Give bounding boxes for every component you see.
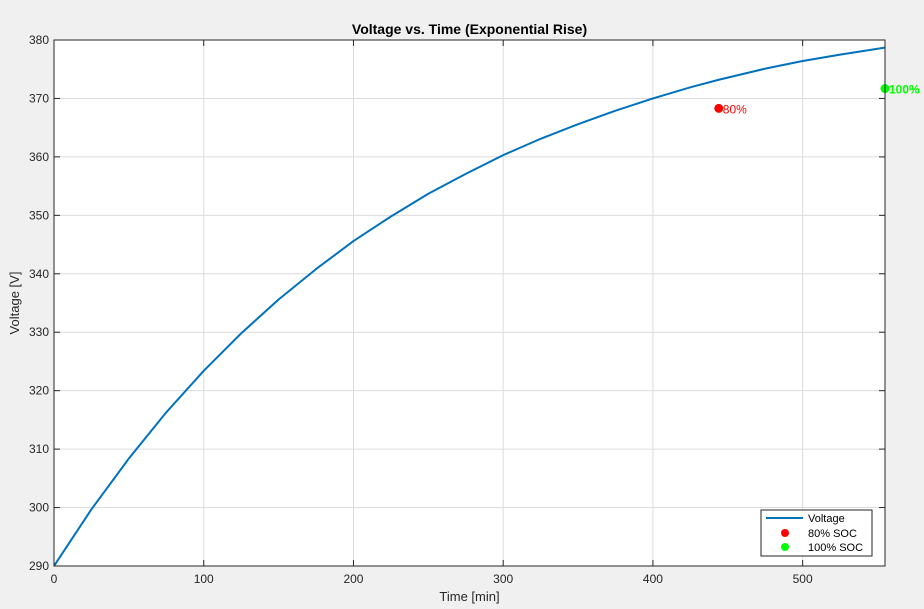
legend-voltage-label: Voltage <box>808 513 845 525</box>
x-tick-label: 300 <box>493 572 513 586</box>
x-tick-label: 0 <box>51 572 58 586</box>
y-tick-label: 290 <box>29 559 49 573</box>
y-axis-label: Voltage [V] <box>7 272 22 335</box>
chart-title: Voltage vs. Time (Exponential Rise) <box>352 21 587 37</box>
x-tick-label: 500 <box>793 572 813 586</box>
100-soc-annotation: 100% <box>889 83 920 97</box>
y-tick-label: 360 <box>29 150 49 164</box>
marker-layer: 80% 100% <box>714 83 920 116</box>
grid <box>53 39 885 567</box>
ticks: 0 100 200 300 400 500 290 300 310 320 330 340 350 360… <box>29 33 885 586</box>
x-tick-label: 100 <box>194 572 214 586</box>
y-tick-label: 350 <box>29 208 49 222</box>
legend-100-soc-swatch <box>781 543 789 551</box>
80-soc-annotation: 80% <box>723 102 747 116</box>
legend: Voltage 80% SOC 100% SOC <box>760 509 873 557</box>
y-tick-label: 310 <box>29 442 49 456</box>
x-axis-label: Time [min] <box>439 589 499 604</box>
y-tick-label: 300 <box>29 501 49 515</box>
y-tick-label: 330 <box>29 325 49 339</box>
plot-area <box>54 40 885 566</box>
series-layer <box>54 46 885 566</box>
legend-80-soc-swatch <box>781 529 789 537</box>
legend-80-soc-label: 80% SOC <box>808 528 857 540</box>
y-tick-label: 340 <box>29 267 49 281</box>
axes-box <box>53 39 886 567</box>
y-tick-label: 370 <box>29 91 49 105</box>
legend-100-soc-label: 100% SOC <box>808 542 863 554</box>
x-tick-label: 200 <box>343 572 363 586</box>
y-tick-label: 320 <box>29 384 49 398</box>
80-soc-marker <box>714 103 724 113</box>
y-tick-label: 380 <box>29 33 49 47</box>
voltage-line <box>54 46 885 566</box>
x-tick-label: 400 <box>643 572 663 586</box>
